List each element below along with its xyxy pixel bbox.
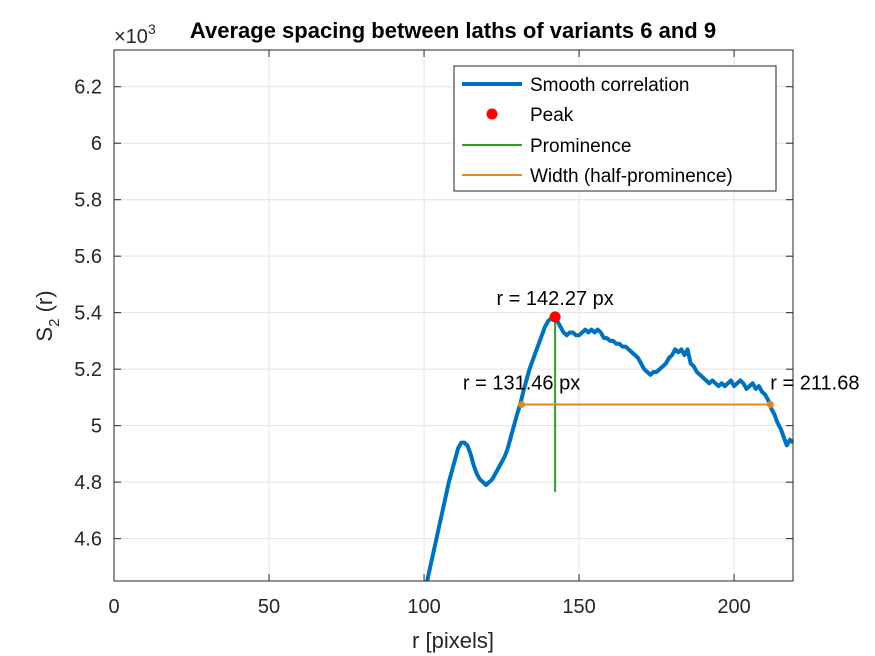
legend-label-width: Width (half-prominence)	[530, 166, 733, 187]
y-tick-label: 5	[91, 416, 102, 438]
y-axis-label-main: S	[32, 327, 57, 342]
x-axis-ticks: 0 50 100 150 200	[108, 50, 751, 618]
legend: Smooth correlation Peak Prominence Width…	[453, 65, 777, 192]
y-tick-label: 5.2	[74, 359, 102, 381]
series-line-smooth-correlation	[425, 314, 793, 581]
legend-label-prominence: Prominence	[530, 136, 631, 157]
x-tick-label: 100	[407, 596, 440, 618]
width-endpoint-right	[766, 400, 774, 408]
legend-label-smooth-correlation: Smooth correlation	[530, 75, 689, 96]
peak-marker	[549, 311, 561, 323]
x-tick-label: 150	[562, 596, 595, 618]
x-tick-label: 200	[717, 596, 750, 618]
y-tick-label: 4.6	[74, 529, 102, 551]
annotation-width-right: r = 211.68	[770, 372, 859, 394]
x-tick-label: 0	[108, 596, 119, 618]
annotation-width-left: r = 131.46 px	[463, 372, 580, 394]
y-exponent-label: ×103	[114, 21, 156, 48]
y-axis-label-tail: (r)	[32, 290, 57, 318]
y-tick-label: 4.8	[74, 472, 102, 494]
x-axis-label: r [pixels]	[412, 628, 494, 653]
y-tick-label: 5.6	[74, 246, 102, 268]
y-tick-label: 5.8	[74, 190, 102, 212]
y-axis-label-group: S2 (r)	[32, 290, 63, 341]
y-tick-label: 5.4	[74, 303, 102, 325]
y-exponent-base: ×10	[114, 26, 148, 48]
y-tick-label: 6	[91, 133, 102, 155]
plot-border	[113, 49, 794, 582]
legend-box	[453, 65, 777, 192]
y-axis-label-subscript: 2	[46, 319, 63, 327]
legend-label-peak: Peak	[530, 105, 574, 126]
chart-title: Average spacing between laths of variant…	[190, 18, 716, 43]
plot-content	[425, 311, 793, 581]
legend-swatch-peak	[486, 108, 498, 120]
y-axis-ticks: 4.6 4.8 5 5.2 5.4 5.6 5.8 6 6.2	[74, 77, 793, 551]
width-endpoint-left	[518, 400, 526, 408]
y-exponent-power: 3	[148, 21, 156, 37]
y-axis-label: S2 (r)	[32, 290, 63, 341]
x-tick-label: 50	[258, 596, 280, 618]
annotation-peak: r = 142.27 px	[496, 288, 613, 310]
y-tick-label: 6.2	[74, 77, 102, 99]
